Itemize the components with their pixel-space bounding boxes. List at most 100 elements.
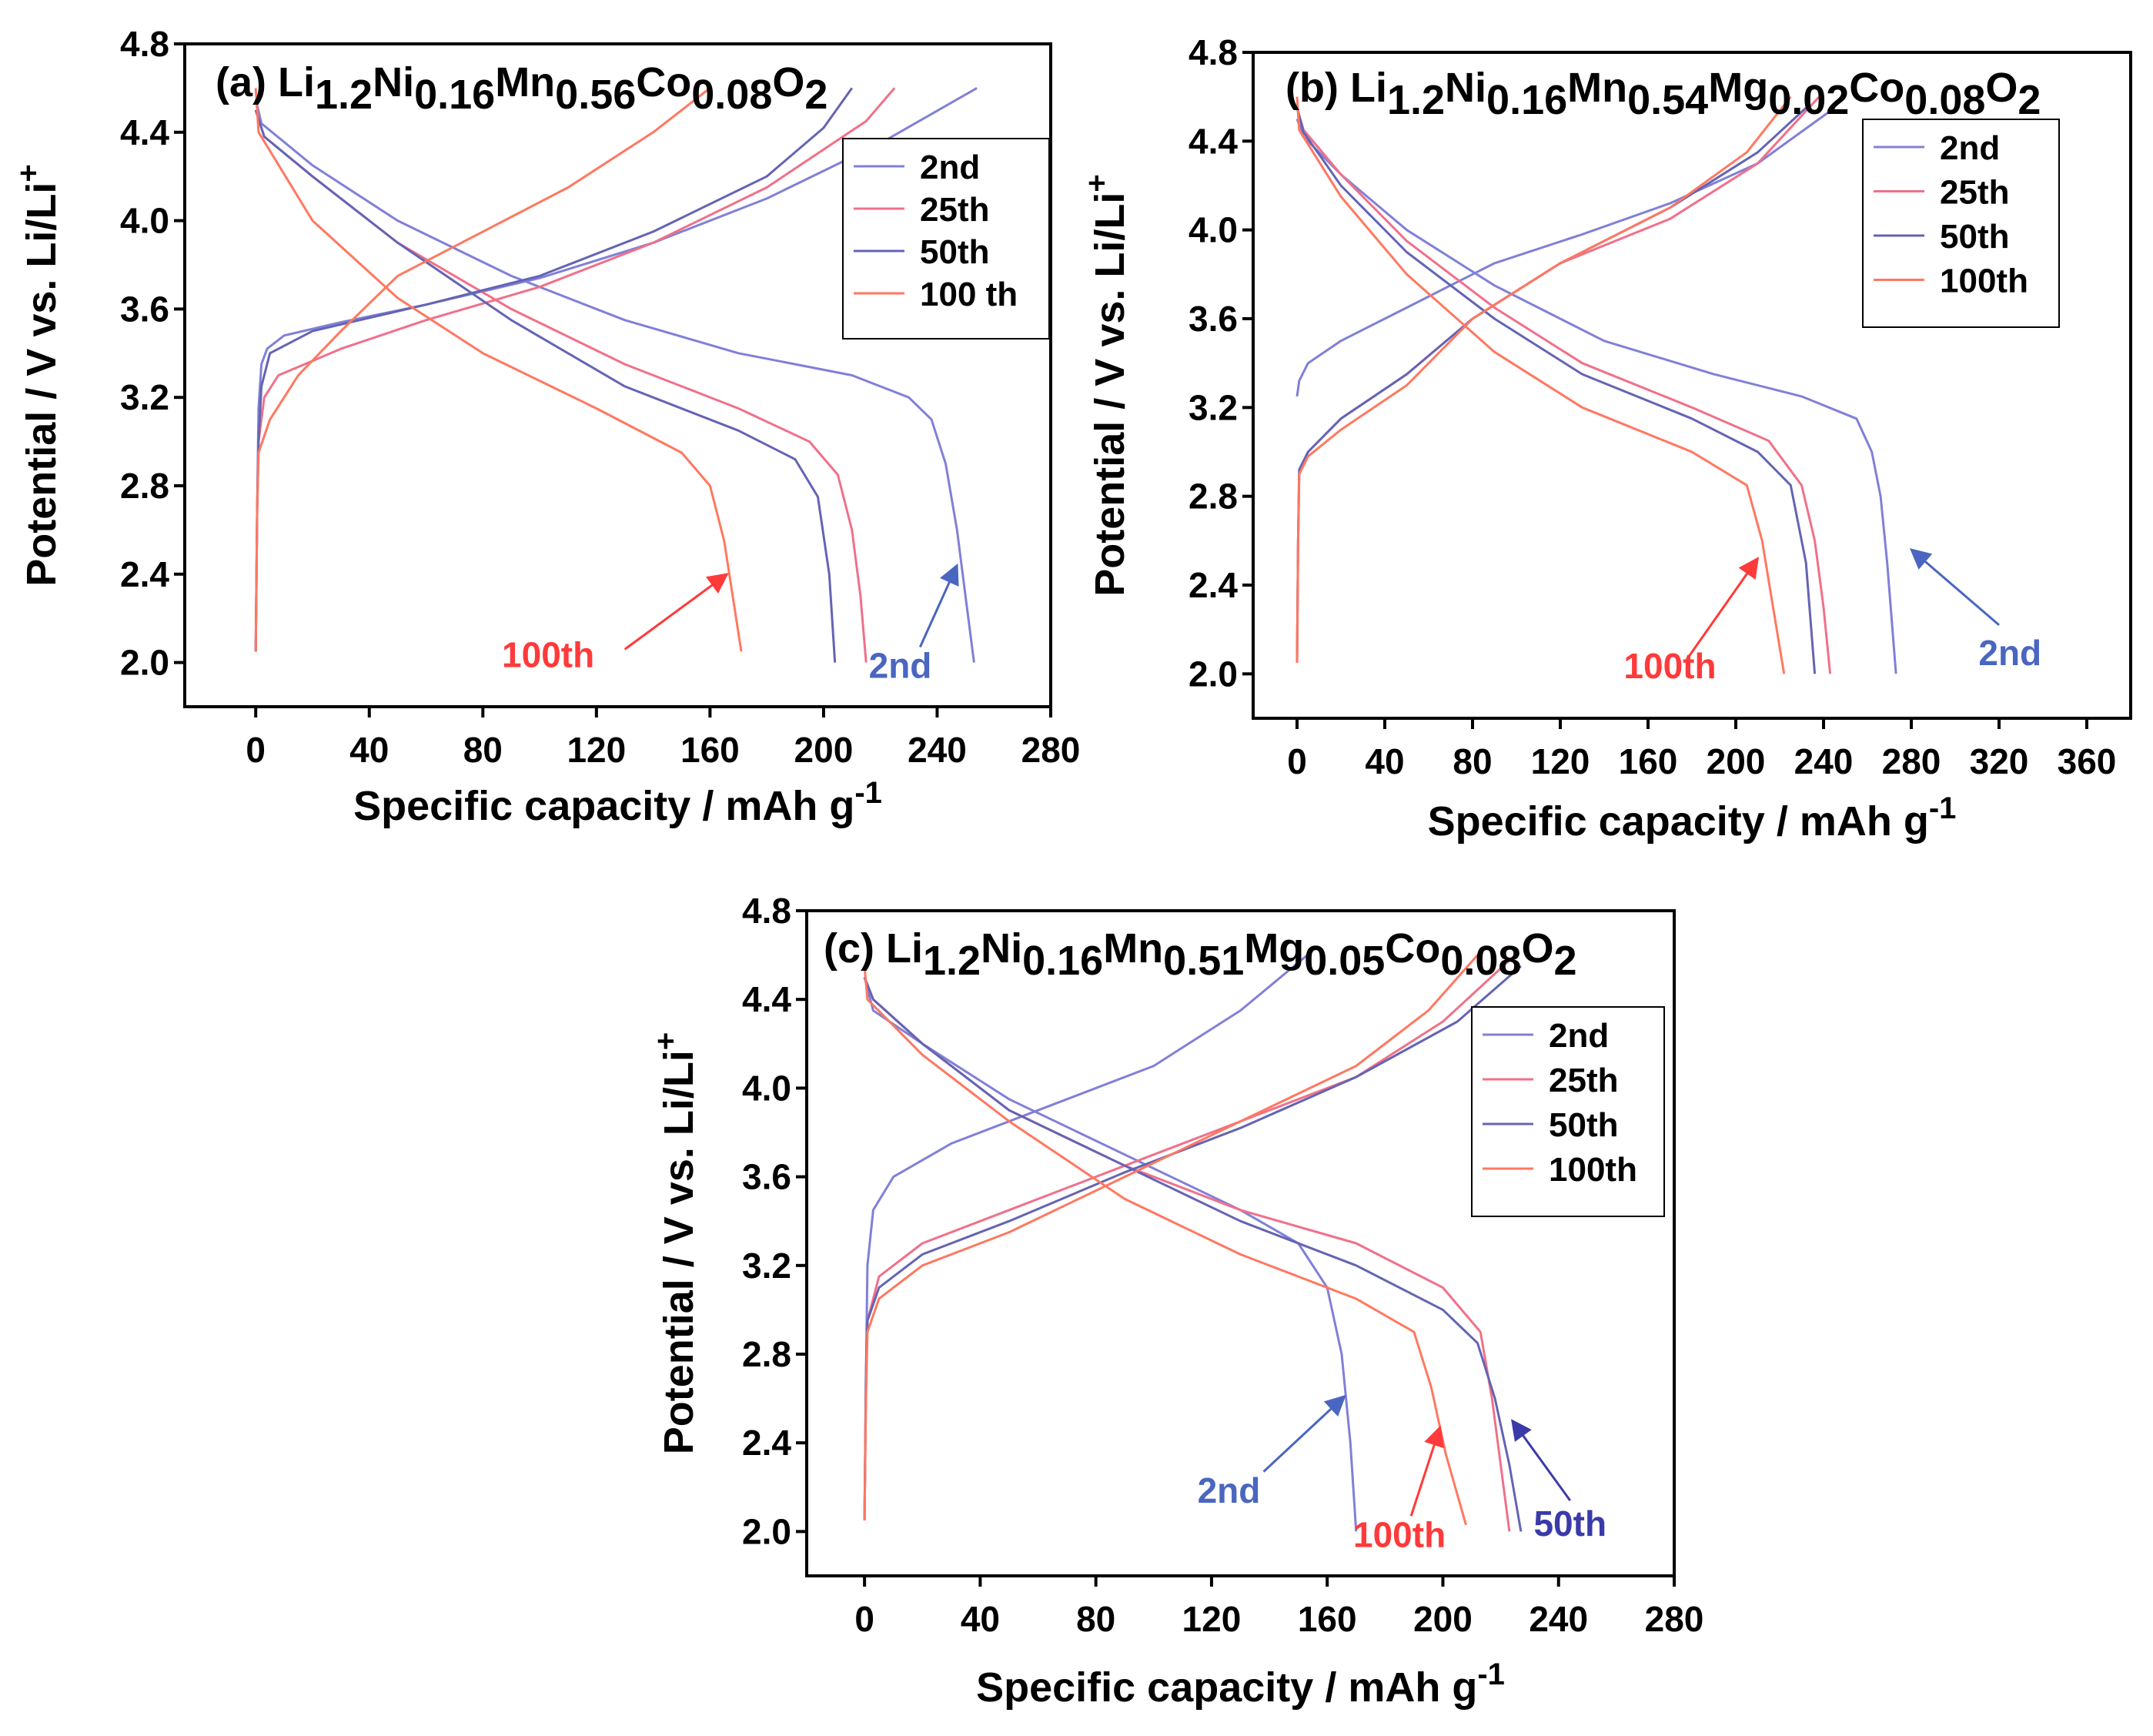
legend-label: 2nd [1549, 1017, 1609, 1055]
y-axis-title-sup: + [12, 164, 45, 182]
title-subscript: 0.16 [1022, 938, 1103, 984]
title-subscript: 0.51 [1163, 938, 1244, 984]
x-tick-label: 160 [1298, 1599, 1357, 1639]
title-text: Co [1385, 925, 1440, 972]
x-tick-label: 120 [1182, 1599, 1242, 1639]
annotation-label: 2nd [1978, 633, 2041, 673]
x-axis-title-sup: -1 [854, 776, 882, 810]
y-tick-label: 3.2 [120, 377, 169, 417]
y-tick-label: 3.2 [742, 1246, 791, 1286]
x-tick-label: 240 [1794, 741, 1854, 781]
series-100th-charge-line [1295, 95, 1792, 663]
y-tick-label: 2.4 [742, 1423, 791, 1463]
series-100th-discharge-line [254, 88, 743, 652]
y-tick-label: 4.0 [1188, 210, 1238, 250]
y-tick-label: 4.0 [742, 1068, 791, 1108]
annotation-arrow [1687, 557, 1760, 660]
y-tick-label: 4.4 [120, 112, 169, 152]
legend-box [842, 138, 1050, 340]
y-tick-label: 2.8 [742, 1334, 791, 1374]
annotation-arrow [1409, 1425, 1445, 1517]
y-tick-label: 4.8 [1188, 32, 1238, 72]
x-tick-label: 280 [1021, 730, 1081, 770]
x-tick-label: 200 [1413, 1599, 1473, 1639]
title-subscript: 2 [2018, 77, 2041, 123]
title-subscript: 1.2 [1387, 77, 1445, 123]
series-2nd-discharge-line [863, 977, 1358, 1532]
title-text: Mn [1567, 65, 1627, 111]
series-2nd-discharge-line [1295, 118, 1897, 674]
title-subscript: 2 [804, 72, 827, 118]
legend-label: 25th [1549, 1062, 1618, 1099]
title-text: Mn [495, 59, 555, 105]
y-tick-label: 3.2 [1188, 387, 1238, 427]
legend: 2nd 25th 50th 100 th [842, 138, 1050, 340]
y-axis-title: Potential / V vs. Li/Li+ [1080, 174, 1133, 596]
y-tick-label: 4.8 [742, 891, 791, 931]
title-text: Ni [981, 925, 1022, 972]
x-axis-title: Specific capacity / mAh g-1 [353, 776, 882, 829]
y-tick-label: 3.6 [742, 1157, 791, 1197]
title-subscript: 0.54 [1627, 77, 1708, 123]
series-100th-discharge-line [1295, 96, 1786, 674]
title-subscript: 1.2 [923, 938, 981, 984]
x-axis-title-sup: -1 [1477, 1657, 1505, 1691]
title-subscript: 0.02 [1768, 77, 1849, 123]
panel-title: (c) Li1.2Ni0.16Mn0.51Mg0.05Co0.08O2 [824, 925, 1577, 984]
x-tick-label: 160 [1619, 741, 1678, 781]
series-25th-charge-line [254, 87, 896, 652]
x-tick-label: 240 [908, 730, 967, 770]
legend-box [1862, 119, 2060, 328]
y-tick-label: 2.8 [120, 466, 169, 506]
legend-label: 100th [1940, 263, 2028, 300]
legend-label: 50th [1549, 1106, 1618, 1144]
series-100th-charge-line [254, 87, 711, 652]
x-tick-label: 320 [1970, 741, 2029, 781]
x-tick-label: 80 [1076, 1599, 1115, 1639]
title-text: O [772, 59, 804, 105]
title-text: Mg [1708, 65, 1768, 111]
x-tick-label: 200 [1707, 741, 1766, 781]
legend-label: 25th [920, 191, 989, 229]
annotation-label: 2nd [869, 646, 932, 686]
x-axis-title: Specific capacity / mAh g-1 [976, 1657, 1505, 1711]
legend-label: 50th [920, 233, 989, 271]
annotation-label: 100th [1623, 646, 1716, 686]
curves [1295, 95, 1897, 674]
y-tick-label: 2.0 [1188, 654, 1238, 694]
title-text: Mg [1244, 925, 1304, 972]
plot-frame [805, 909, 1676, 1577]
y-axis-title-main: Potential / V vs. Li/Li [656, 1050, 702, 1454]
y-tick-label: 4.0 [120, 201, 169, 241]
panel-b: 0 40 80 120 160 200 240 280 320 360 2.0 2.4 2.8 3.2 3.… [1080, 32, 2132, 845]
series-25th-discharge-line [1295, 107, 1832, 674]
x-tick-label: 0 [246, 730, 266, 770]
series-25th-discharge-line [254, 109, 868, 663]
x-tick-label: 80 [1453, 741, 1492, 781]
series-100th-charge-line [863, 954, 1479, 1521]
series-50th-charge-line [1295, 106, 1807, 663]
title-subscript: 0.08 [1904, 77, 1985, 123]
plot-frame [1252, 51, 2132, 720]
x-axis-title-main: Specific capacity / mAh g [1428, 798, 1929, 845]
series-50th-charge-line [863, 965, 1522, 1521]
annotation-arrow [624, 573, 729, 651]
x-tick-label: 40 [1365, 741, 1404, 781]
x-tick-label: 80 [463, 730, 503, 770]
legend-label: 2nd [920, 149, 980, 186]
legend-label: 100th [1549, 1151, 1637, 1189]
y-tick-label: 4.4 [1188, 121, 1238, 161]
title-text: Co [636, 59, 691, 105]
x-tick-label: 40 [961, 1599, 1000, 1639]
series-50th-discharge-line [1295, 107, 1817, 674]
y-tick-label: 4.4 [742, 979, 791, 1019]
legend: 2nd 25th 50th 100th [1471, 1006, 1665, 1217]
title-text: Ni [373, 59, 414, 105]
title-subscript: 0.16 [414, 72, 495, 118]
x-tick-label: 200 [794, 730, 854, 770]
y-tick-label: 4.8 [120, 24, 169, 64]
title-text: Co [1849, 65, 1904, 111]
series-25th-charge-line [863, 954, 1516, 1521]
legend-label: 100 th [920, 276, 1018, 313]
